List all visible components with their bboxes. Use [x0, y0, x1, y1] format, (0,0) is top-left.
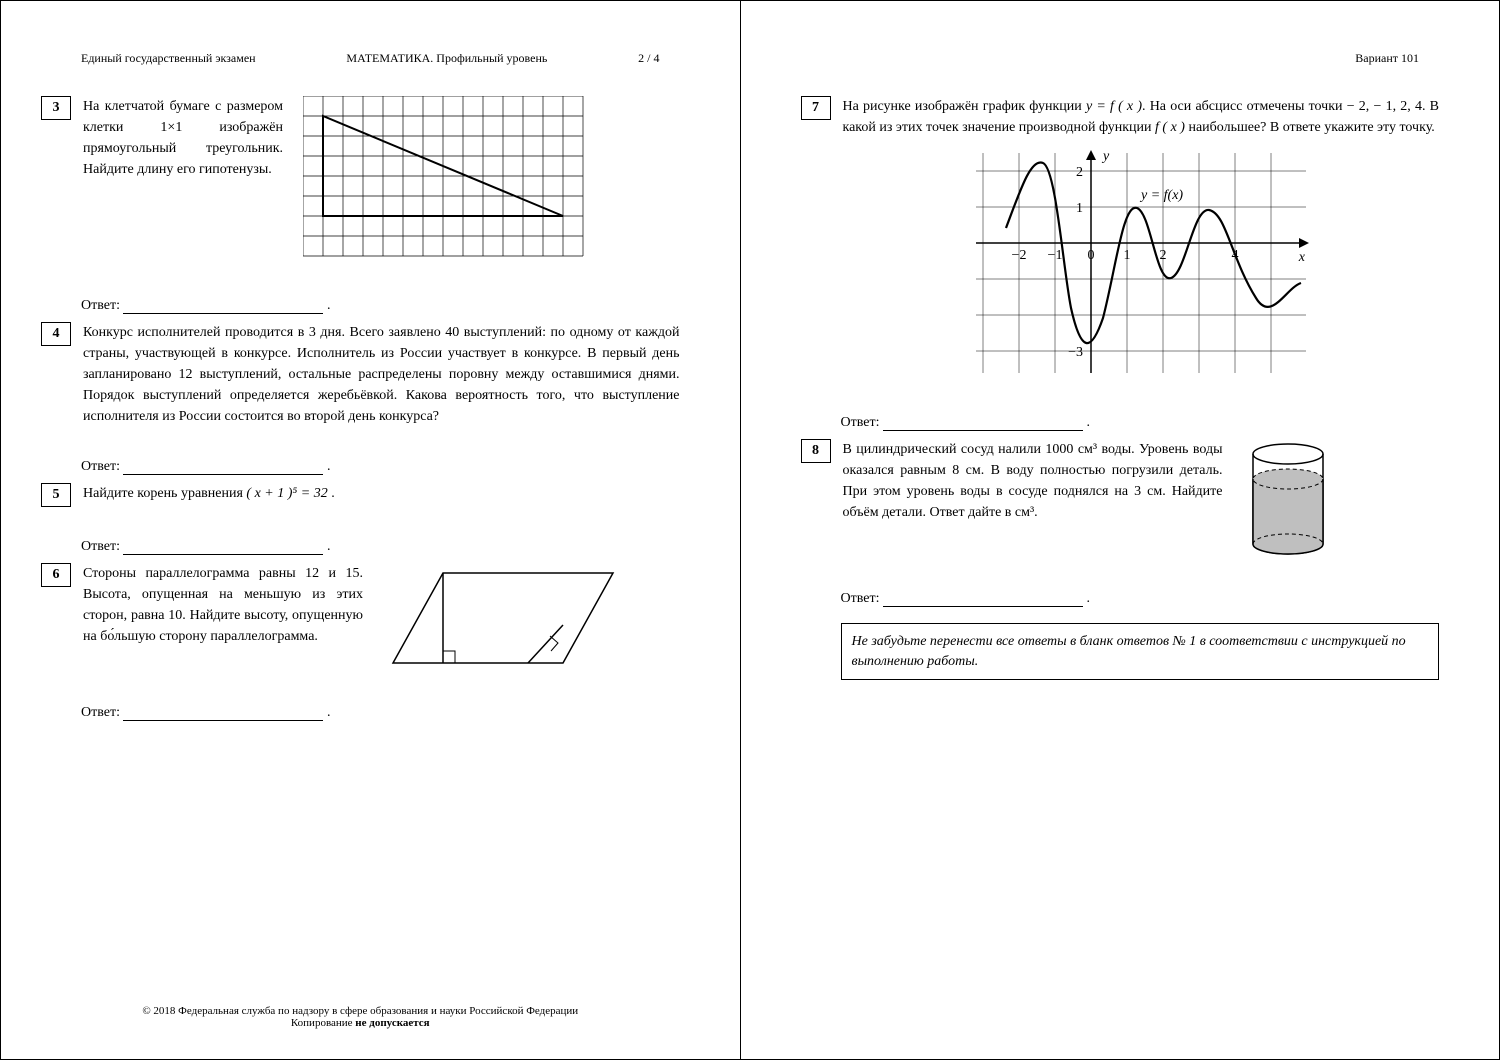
parallelogram-figure — [383, 563, 623, 673]
problem-6: 6 Стороны параллелограмма равны 12 и 15.… — [41, 563, 680, 673]
answer-blank[interactable] — [123, 706, 323, 721]
answer-blank[interactable] — [123, 460, 323, 475]
answer-blank[interactable] — [883, 592, 1083, 607]
problem-4: 4 Конкурс исполнителей проводится в 3 дн… — [41, 322, 680, 427]
problem-text: Конкурс исполнителей проводится в 3 дня.… — [83, 322, 680, 427]
page-spread: Единый государственный экзамен МАТЕМАТИК… — [0, 0, 1500, 1060]
problem-number: 8 — [801, 439, 831, 463]
header-exam: Единый государственный экзамен — [81, 51, 256, 66]
answer-label: Ответ: — [81, 705, 120, 720]
problem-3: 3 На клетчатой бумаге с размером клетки … — [41, 96, 680, 266]
problem-text: Стороны параллелограмма равны 12 и 15. В… — [83, 563, 363, 647]
header-variant: Вариант 101 — [1355, 51, 1419, 65]
page-footer: © 2018 Федеральная служба по надзору в с… — [41, 1005, 680, 1029]
answer-7: Ответ: . — [841, 415, 1440, 431]
footer-copy-bold: не допускается — [355, 1017, 429, 1029]
svg-text:2: 2 — [1159, 248, 1166, 263]
cylinder-figure — [1243, 439, 1333, 559]
problem-text: На клетчатой бумаге с размером клетки 1×… — [83, 96, 283, 180]
svg-text:2: 2 — [1076, 165, 1083, 180]
answer-label: Ответ: — [81, 298, 120, 313]
answer-blank[interactable] — [883, 416, 1083, 431]
svg-text:−2: −2 — [1011, 248, 1026, 263]
svg-text:−3: −3 — [1068, 345, 1083, 360]
svg-text:0: 0 — [1087, 248, 1094, 263]
problem-number: 4 — [41, 322, 71, 346]
answer-4: Ответ: . — [81, 459, 680, 475]
svg-text:4: 4 — [1231, 248, 1238, 263]
problem-number: 7 — [801, 96, 831, 120]
page-header-right: Вариант 101 — [801, 51, 1440, 66]
problem-number: 5 — [41, 483, 71, 507]
answer-blank[interactable] — [123, 540, 323, 555]
svg-text:y = f(x): y = f(x) — [1139, 188, 1183, 203]
problem-number: 3 — [41, 96, 71, 120]
answer-3: Ответ: . — [81, 298, 680, 314]
problem-text: На рисунке изображён график функции y = … — [843, 96, 1440, 383]
svg-text:1: 1 — [1123, 248, 1130, 263]
right-page: Вариант 101 7 На рисунке изображён графи… — [741, 1, 1500, 1059]
svg-text:x: x — [1298, 250, 1306, 265]
problem-text: В цилиндрический сосуд налили 1000 см³ в… — [843, 439, 1223, 523]
problem-8: 8 В цилиндрический сосуд налили 1000 см³… — [801, 439, 1440, 559]
footer-copyright: © 2018 Федеральная служба по надзору в с… — [41, 1005, 680, 1017]
header-subject: МАТЕМАТИКА. Профильный уровень — [346, 51, 547, 66]
footer-copy-prefix: Копирование — [291, 1017, 355, 1029]
triangle-grid-figure — [303, 96, 593, 266]
svg-text:−1: −1 — [1047, 248, 1062, 263]
problem-5: 5 Найдите корень уравнения ( x + 1 )⁵ = … — [41, 483, 680, 507]
answer-6: Ответ: . — [81, 705, 680, 721]
left-page: Единый государственный экзамен МАТЕМАТИК… — [1, 1, 741, 1059]
answer-8: Ответ: . — [841, 591, 1440, 607]
answer-label: Ответ: — [841, 415, 880, 430]
svg-text:1: 1 — [1076, 201, 1083, 216]
answer-label: Ответ: — [841, 591, 880, 606]
header-pagenum: 2 / 4 — [638, 51, 659, 66]
problem-7: 7 На рисунке изображён график функции y … — [801, 96, 1440, 383]
reminder-note: Не забудьте перенести все ответы в бланк… — [841, 623, 1440, 680]
answer-blank[interactable] — [123, 299, 323, 314]
answer-label: Ответ: — [81, 539, 120, 554]
svg-text:y: y — [1101, 149, 1110, 164]
answer-5: Ответ: . — [81, 539, 680, 555]
function-graph: −2 −1 0 1 2 4 2 1 −3 x y y = f(x) — [971, 148, 1311, 378]
page-header: Единый государственный экзамен МАТЕМАТИК… — [41, 51, 680, 66]
problem-text: Найдите корень уравнения ( x + 1 )⁵ = 32… — [83, 483, 680, 504]
answer-label: Ответ: — [81, 459, 120, 474]
problem-number: 6 — [41, 563, 71, 587]
